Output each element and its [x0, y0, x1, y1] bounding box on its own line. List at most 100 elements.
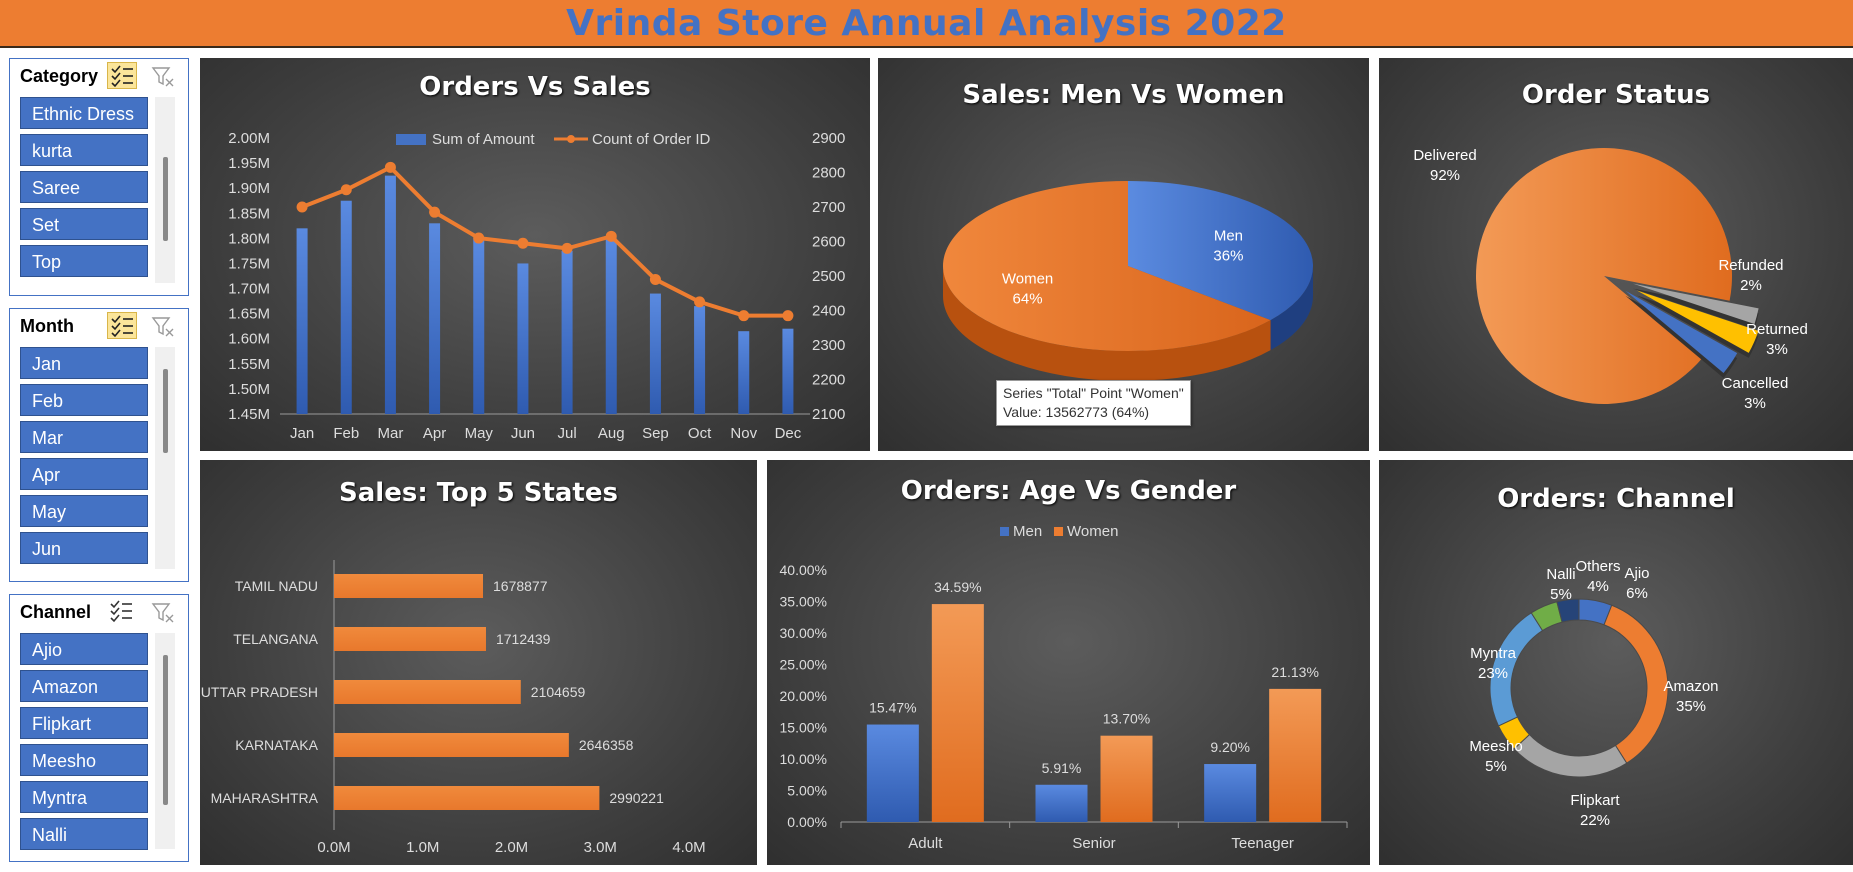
legend-label: Men: [1013, 523, 1042, 540]
y-left-tick-label: 2.00M: [228, 130, 270, 147]
slicer-item-ajio[interactable]: Ajio: [20, 633, 148, 665]
slicer-item-myntra[interactable]: Myntra: [20, 781, 148, 813]
men-vs-women-plot: Men 36% Women 64%: [943, 181, 1313, 381]
clear-filter-icon[interactable]: [151, 315, 175, 339]
slice-refunded: [1633, 283, 1759, 324]
slicer-scrollbar[interactable]: [155, 97, 175, 283]
point-count-of-order-id-may: [473, 232, 485, 244]
data-label-name: Myntra: [1470, 645, 1517, 662]
data-label-name: Cancelled: [1722, 375, 1789, 392]
slicer-title: Category: [20, 66, 99, 86]
y-right-tick-label: 2400: [812, 303, 845, 320]
y-right-tick-label: 2800: [812, 165, 845, 182]
slicer-category: Category Ethnic Dress kurta Saree Set To…: [9, 58, 189, 296]
slice-amazon: [1603, 604, 1669, 764]
slicer-item-apr[interactable]: Apr: [20, 458, 148, 490]
slicer-item-ethnic-dress[interactable]: Ethnic Dress: [20, 97, 148, 129]
x-tick-label: Jul: [557, 425, 576, 442]
channel-chart[interactable]: Orders: Channel Ajio 6% Amazon 35% Flipkart 2…: [1379, 460, 1853, 865]
y-right-tick-label: 2700: [812, 199, 845, 216]
data-label-value: 5%: [1550, 586, 1572, 603]
scrollbar-thumb[interactable]: [163, 655, 168, 805]
y-left-tick-label: 1.75M: [228, 255, 270, 272]
y-left-tick-label: 1.45M: [228, 406, 270, 423]
clear-filter-icon[interactable]: [151, 601, 175, 625]
x-tick-label: 4.0M: [672, 839, 705, 856]
point-count-of-order-id-dec: [782, 310, 794, 322]
slicer-item-top[interactable]: Top: [20, 245, 148, 277]
bar-sum-of-amount-oct: [694, 306, 706, 414]
slicer-item-nalli[interactable]: Nalli: [20, 818, 148, 850]
x-tick-label: Jun: [511, 425, 535, 442]
y-tick-label: MAHARASHTRA: [211, 790, 319, 806]
top-states-chart[interactable]: Sales: Top 5 States TAMIL NADU 1678877 TEL…: [200, 460, 757, 865]
slicer-item-flipkart[interactable]: Flipkart: [20, 707, 148, 739]
slice-side-men: [1270, 266, 1313, 351]
y-tick-label: 40.00%: [780, 562, 827, 578]
slicer-scrollbar[interactable]: [155, 633, 175, 849]
bar-sum-of-amount-jan: [296, 228, 308, 414]
y-tick-label: 5.00%: [787, 783, 827, 799]
slicer-item-kurta[interactable]: kurta: [20, 134, 148, 166]
slice-returned: [1636, 290, 1759, 353]
chart-title: Orders: Channel: [1497, 484, 1735, 514]
y-tick-label: TAMIL NADU: [235, 578, 318, 594]
slice-shadow-refunded: [1633, 288, 1759, 329]
multi-select-icon[interactable]: [107, 312, 137, 339]
slicer-item-mar[interactable]: Mar: [20, 421, 148, 453]
slicer-item-set[interactable]: Set: [20, 208, 148, 240]
data-label-value: 2%: [1740, 277, 1762, 294]
data-label-value: 3%: [1744, 395, 1766, 412]
line-count-of-order-id: [301, 164, 788, 318]
order-status-chart[interactable]: Order Status Delivered 92% Refunded 2% Retur…: [1379, 58, 1853, 451]
data-label-value: 36%: [1213, 247, 1243, 264]
slicer-item-meesho[interactable]: Meesho: [20, 744, 148, 776]
y-left-tick-label: 1.70M: [228, 281, 270, 298]
y-tick-label: 30.00%: [780, 625, 827, 641]
legend-marker: [567, 135, 575, 143]
multi-select-icon[interactable]: [107, 62, 137, 89]
x-tick-label: Sep: [642, 425, 669, 442]
legend-label: Sum of Amount: [432, 131, 535, 148]
x-tick-label: Nov: [730, 425, 757, 442]
y-left-tick-label: 1.85M: [228, 205, 270, 222]
slicer-item-jan[interactable]: Jan: [20, 347, 148, 379]
bar-sum-of-amount-jul: [561, 250, 573, 414]
x-tick-label: Jan: [290, 425, 314, 442]
clear-filter-icon[interactable]: [151, 65, 175, 89]
dashboard-title: Vrinda Store Annual Analysis 2022: [566, 2, 1287, 44]
order-status-plot: Delivered 92% Refunded 2% Returned 3% Cancelle…: [1413, 147, 1808, 412]
x-tick-label: Teenager: [1231, 835, 1294, 852]
data-label-name: Flipkart: [1570, 792, 1620, 809]
slice-cancelled: [1625, 290, 1738, 373]
scrollbar-thumb[interactable]: [163, 157, 168, 241]
age-gender-chart[interactable]: Orders: Age Vs Gender Men Women 40.00% 35.0…: [767, 460, 1370, 865]
slicer-scrollbar[interactable]: [155, 347, 175, 569]
point-count-of-order-id-sep: [649, 273, 661, 285]
bar-men-adult: [866, 724, 919, 822]
data-label-name: Men: [1214, 227, 1243, 244]
slicer-item-amazon[interactable]: Amazon: [20, 670, 148, 702]
data-label: 2104659: [531, 684, 586, 700]
data-label: 2990221: [609, 790, 664, 806]
slicer-item-jun[interactable]: Jun: [20, 532, 148, 564]
data-label: 34.59%: [934, 579, 981, 595]
y-left-tick-label: 1.80M: [228, 230, 270, 247]
bar-tamil-nadu: [334, 574, 484, 598]
bar-sum-of-amount-apr: [429, 223, 441, 414]
data-label-name: Meesho: [1469, 738, 1522, 755]
x-tick-label: Mar: [377, 425, 403, 442]
data-label-name: Nalli: [1546, 566, 1575, 583]
orders-vs-sales-chart[interactable]: Orders Vs Sales Sum of Amount Count of Or…: [200, 58, 870, 451]
bar-sum-of-amount-aug: [605, 238, 617, 414]
scrollbar-thumb[interactable]: [163, 369, 168, 453]
y-left-tick-label: 1.60M: [228, 331, 270, 348]
dashboard-title-bar: Vrinda Store Annual Analysis 2022: [0, 0, 1853, 48]
men-vs-women-chart[interactable]: Sales: Men Vs Women Men 36% Women 64% Serie…: [878, 58, 1369, 451]
slicer-item-feb[interactable]: Feb: [20, 384, 148, 416]
slicer-item-saree[interactable]: Saree: [20, 171, 148, 203]
slicer-item-may[interactable]: May: [20, 495, 148, 527]
point-count-of-order-id-oct: [694, 296, 706, 308]
multi-select-icon[interactable]: [107, 598, 137, 625]
y-tick-label: UTTAR PRADESH: [201, 684, 318, 700]
